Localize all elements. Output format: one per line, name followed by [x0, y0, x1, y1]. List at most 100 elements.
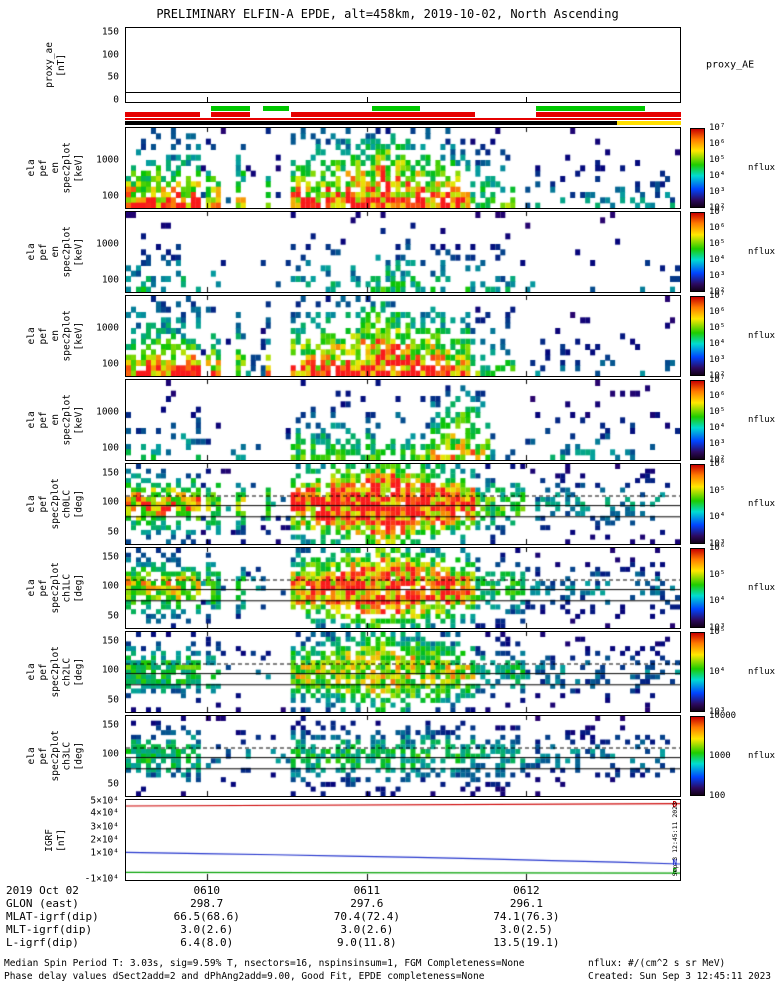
y-tick-label: 150 [101, 719, 119, 731]
y-tick-label: 1×10⁴ [90, 847, 119, 859]
spectrogram-canvas-ch1LC [126, 548, 680, 628]
igrf-panel: IGRF [nT] 5×10⁴ 4×10⁴ 3×10⁴ 2×10⁴ 1×10⁴ -1×10⁴… [0, 795, 775, 885]
y-tick-label: 3×10⁴ [90, 821, 119, 833]
colorbar-ch2LC [690, 632, 705, 712]
colorbar-unit-label: nflux [748, 331, 775, 341]
spectrogram-row-en-4: ela pef en spec2plot [keV] 1000 100 10⁷ 10⁶ 1… [0, 375, 775, 465]
colorbar-tick-label: 10⁴ [709, 596, 726, 607]
spectrogram-panels: ela pef en spec2plot [keV] 1000 100 10⁷ 10⁶ 1… [0, 123, 775, 801]
colorbar-tick-label: 10⁷ [709, 375, 726, 385]
footer-right: nflux: #/(cm^2 s sr MeV) Created: Sun Se… [588, 958, 771, 984]
colorbar-tick-label: 10⁴ [709, 171, 726, 181]
time-tick-label: 0611 [353, 884, 381, 897]
colorbar-unit-label: nflux [748, 751, 775, 761]
igrf-component-label-N: N [672, 858, 677, 867]
colorbar-tick-label: 10² [709, 287, 726, 297]
y-axis-en-2: ela pef en spec2plot [keV] 1000 100 [0, 210, 124, 294]
axis-row-value: 298.7 [190, 897, 224, 910]
page-title: PRELIMINARY ELFIN-A EPDE, alt=458km, 201… [156, 7, 619, 21]
axis-row-label: GLON (east) [6, 897, 79, 910]
y-tick-label: 50 [107, 694, 119, 706]
footer-created: Created: Sun Sep 3 12:45:11 2023 [588, 970, 772, 982]
axis-row-value: 3.0(2.6) [180, 923, 234, 936]
colorbar-tick-label: 10000 [709, 711, 737, 721]
y-tick-label: 150 [101, 26, 119, 38]
colorbar-tick-label: 10⁴ [709, 423, 726, 433]
y-axis-proxy: proxy_ae [nT] 150 100 50 0 [0, 26, 124, 106]
red-flag-bar [211, 112, 251, 117]
colorbar-tick-label: 10⁵ [709, 155, 726, 165]
proxy-ae-plot-area [125, 27, 681, 103]
spectrogram-canvas-en-3 [126, 296, 680, 376]
footer-units: nflux: #/(cm^2 s sr MeV) [588, 958, 726, 969]
igrf-plot-area: D N E Sun Sep 3 12:45:11 2023 [125, 799, 681, 881]
time-tick-mark [207, 97, 209, 102]
spectrogram-plot-ch2LC [125, 631, 681, 713]
y-axis-label: ela pef spec2plot ch1LC [deg] [26, 562, 85, 614]
y-tick-label: 100 [101, 358, 119, 370]
y-tick-label: 100 [101, 496, 119, 508]
axis-row-label: MLAT-igrf(dip) [6, 910, 99, 923]
yellow-bar [617, 121, 681, 125]
colorbar-tick-label: 10² [709, 203, 726, 213]
colorbar-tick-label: 10⁴ [709, 512, 726, 523]
igrf-component-label-D: D [672, 800, 677, 809]
colorbar-unit-label: nflux [748, 667, 775, 677]
igrf-component-label-E: E [672, 867, 677, 877]
colorbar-tick-label: 10⁶ [709, 307, 726, 317]
spectrogram-plot-ch3LC [125, 715, 681, 797]
proxy-ae-right-label: proxy_AE [706, 59, 755, 71]
spectrogram-canvas-ch3LC [126, 716, 680, 796]
axis-row-value: 9.0(11.8) [337, 936, 397, 949]
colorbar-tick-label: 100 [709, 791, 726, 801]
colorbar-tick-label: 10⁶ [709, 543, 726, 553]
axis-row-value: 13.5(19.1) [493, 936, 560, 949]
colorbar-tick-label: 10⁵ [709, 485, 726, 496]
colorbar-unit-label: nflux [748, 415, 775, 425]
axis-row-value: 296.1 [509, 897, 543, 910]
y-axis-en-4: ela pef en spec2plot [keV] 1000 100 [0, 378, 124, 462]
colorbar-en-3 [690, 296, 705, 376]
y-tick-label: 150 [101, 467, 119, 479]
y-tick-label: 50 [107, 526, 119, 538]
spectrogram-row-ch2LC: ela pef spec2plot ch2LC [deg] 150 100 50 10⁵… [0, 627, 775, 717]
y-tick-label: -1×10⁴ [84, 873, 119, 885]
y-tick-label: 5×10⁴ [90, 795, 119, 807]
y-tick-label: 50 [107, 778, 119, 790]
y-tick-label: 1000 [96, 322, 119, 334]
colorbar-tick-label: 10⁵ [709, 569, 726, 580]
footer-spin-info: Median Spin Period T: 3.03s, sig=9.59% T… [4, 958, 525, 969]
red-flag-bar [290, 112, 476, 117]
y-axis-label: ela pef en spec2plot [keV] [26, 394, 85, 446]
spectrogram-canvas-en-4 [126, 380, 680, 460]
spectrogram-plot-en-3 [125, 295, 681, 377]
colorbar-unit-label: nflux [748, 499, 775, 509]
spectrogram-row-en-2: ela pef en spec2plot [keV] 1000 100 10⁷ 10⁶ 1… [0, 207, 775, 297]
colorbar-tick-label: 1000 [709, 751, 731, 761]
axis-row-label: L-igrf(dip) [6, 936, 79, 949]
colorbar-unit-label: nflux [748, 583, 775, 593]
spectrogram-row-ch1LC: ela pef spec2plot ch1LC [deg] 150 100 50 10⁶… [0, 543, 775, 633]
spectrogram-plot-en-1 [125, 127, 681, 209]
colorbar-tick-label: 10⁶ [709, 139, 726, 149]
axis-row-value: 74.1(76.3) [493, 910, 560, 923]
y-axis-label: proxy_ae [nT] [44, 42, 67, 88]
spectrogram-canvas-en-2 [126, 212, 680, 292]
y-axis-label: ela pef en spec2plot [keV] [26, 226, 85, 278]
colorbar-unit-label: nflux [748, 247, 775, 257]
colorbar-tick-label: 10³ [709, 707, 726, 717]
colorbar-ch1LC [690, 548, 705, 628]
footer-phase-info: Phase delay values dSect2add=2 and dPhAn… [4, 970, 485, 982]
time-tick-label: 0610 [193, 884, 220, 897]
spectrogram-canvas-ch0LC [126, 464, 680, 544]
colorbar-tick-label: 10³ [709, 187, 726, 197]
time-tick-mark [525, 97, 527, 102]
y-tick-label: 100 [101, 49, 119, 61]
y-axis-ch3LC: ela pef spec2plot ch3LC [deg] 150 100 50 [0, 714, 124, 798]
colorbar-tick-label: 10⁴ [709, 255, 726, 265]
y-tick-label: 150 [101, 635, 119, 647]
colorbar-tick-label: 10³ [709, 539, 726, 549]
y-axis-ch0LC: ela pef spec2plot ch0LC [deg] 150 100 50 [0, 462, 124, 546]
green-flag-bar [211, 106, 251, 111]
y-tick-label: 4×10⁴ [90, 807, 119, 819]
